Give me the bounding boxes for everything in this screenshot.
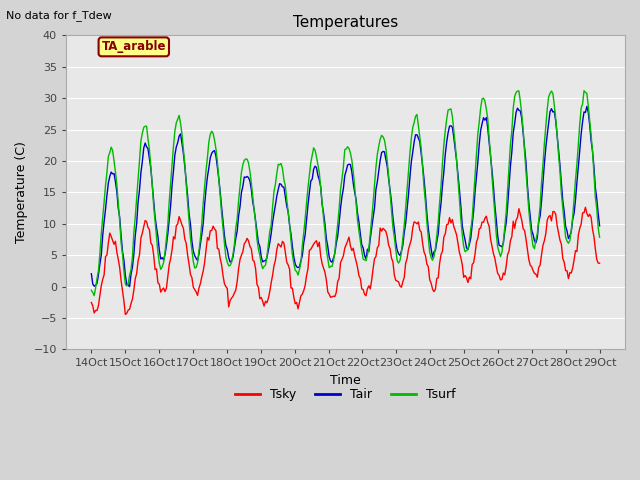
Text: No data for f_Tdew: No data for f_Tdew xyxy=(6,10,112,21)
Tair xyxy=(241,174,248,180)
Tair xyxy=(257,254,265,260)
Tsky xyxy=(311,239,319,245)
Tair xyxy=(569,216,577,222)
Tsky xyxy=(582,204,589,210)
Tsurf xyxy=(241,157,248,163)
Tair xyxy=(151,214,159,220)
Tsurf xyxy=(311,147,319,153)
Tsurf xyxy=(151,218,159,224)
Tsurf xyxy=(266,228,273,234)
X-axis label: Time: Time xyxy=(330,374,361,387)
Tsurf xyxy=(569,214,577,220)
Tsurf xyxy=(257,261,265,266)
Line: Tsurf: Tsurf xyxy=(92,91,600,296)
Tsurf xyxy=(88,288,95,293)
Tsky xyxy=(88,300,95,305)
Tsky xyxy=(122,312,129,317)
Y-axis label: Temperature (C): Temperature (C) xyxy=(15,142,28,243)
Tsky xyxy=(257,295,265,300)
Title: Temperatures: Temperatures xyxy=(293,15,398,30)
Text: TA_arable: TA_arable xyxy=(102,40,166,53)
Tair xyxy=(596,223,604,228)
Line: Tsky: Tsky xyxy=(92,207,600,314)
Tsky xyxy=(151,267,159,273)
Legend: Tsky, Tair, Tsurf: Tsky, Tair, Tsurf xyxy=(230,383,461,406)
Tair xyxy=(311,163,319,169)
Tair xyxy=(266,240,273,246)
Tsurf xyxy=(596,234,604,240)
Tsky xyxy=(241,241,248,247)
Tsurf xyxy=(580,88,588,94)
Tsky xyxy=(266,289,273,295)
Tair xyxy=(125,284,133,289)
Tsky xyxy=(569,265,577,271)
Tsky xyxy=(596,260,604,266)
Tair xyxy=(88,271,95,276)
Tsurf xyxy=(90,293,98,299)
Tair xyxy=(583,104,591,109)
Line: Tair: Tair xyxy=(92,107,600,287)
